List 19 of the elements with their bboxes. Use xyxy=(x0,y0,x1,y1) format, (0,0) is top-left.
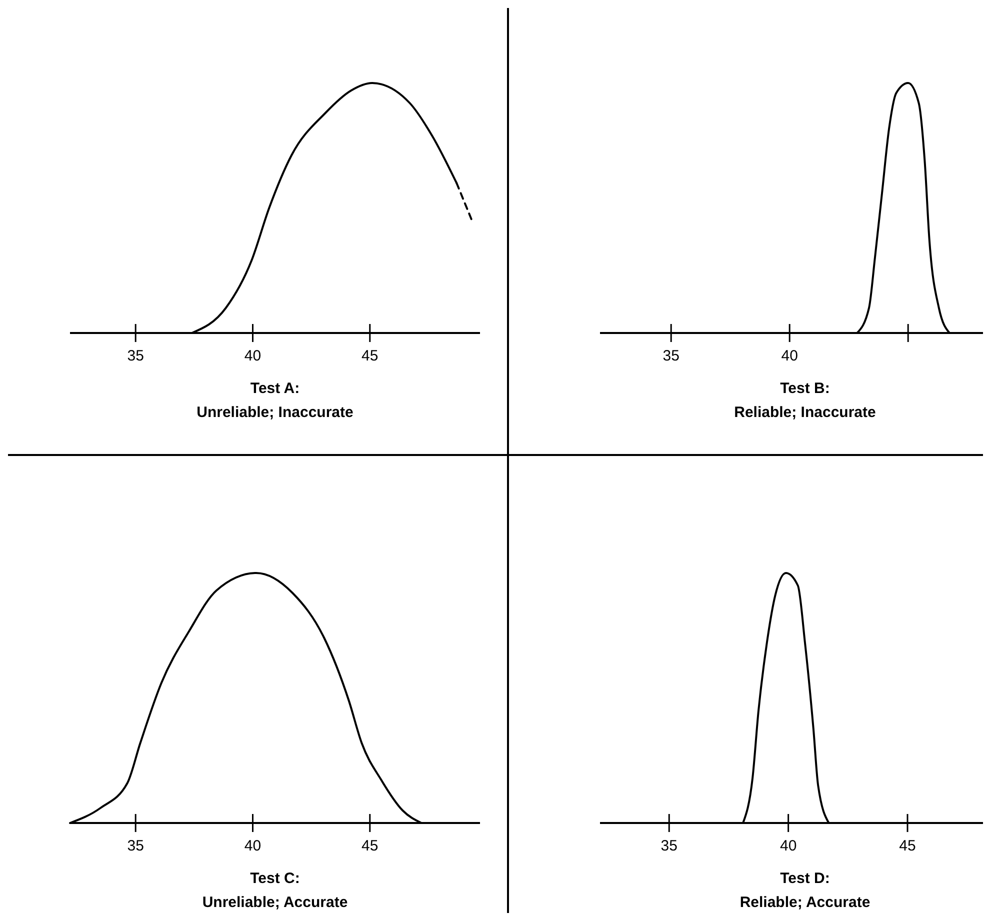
text: Reliable; Inaccurate xyxy=(734,404,876,421)
x-tick-label: 40 xyxy=(244,838,262,855)
text: Test C: xyxy=(250,870,300,887)
x-tick-label: 40 xyxy=(780,838,797,855)
x-tick-label: 35 xyxy=(660,838,678,855)
x-tick-label: 35 xyxy=(127,838,144,855)
x-tick-label: 40 xyxy=(244,348,262,365)
x-tick-label: 45 xyxy=(362,838,378,855)
text: Test A: xyxy=(250,380,300,397)
x-tick-label: 45 xyxy=(899,838,916,855)
text: Unreliable; Accurate xyxy=(202,894,348,911)
x-tick-label: 35 xyxy=(662,348,680,365)
text: Test D: xyxy=(780,870,830,887)
text: Reliable; Accurate xyxy=(740,894,870,911)
text: Test B: xyxy=(780,380,830,397)
text: Unreliable; Inaccurate xyxy=(196,404,354,421)
x-tick-label: 45 xyxy=(362,348,378,365)
x-tick-label: 35 xyxy=(127,348,144,365)
x-tick-label: 40 xyxy=(781,348,798,365)
